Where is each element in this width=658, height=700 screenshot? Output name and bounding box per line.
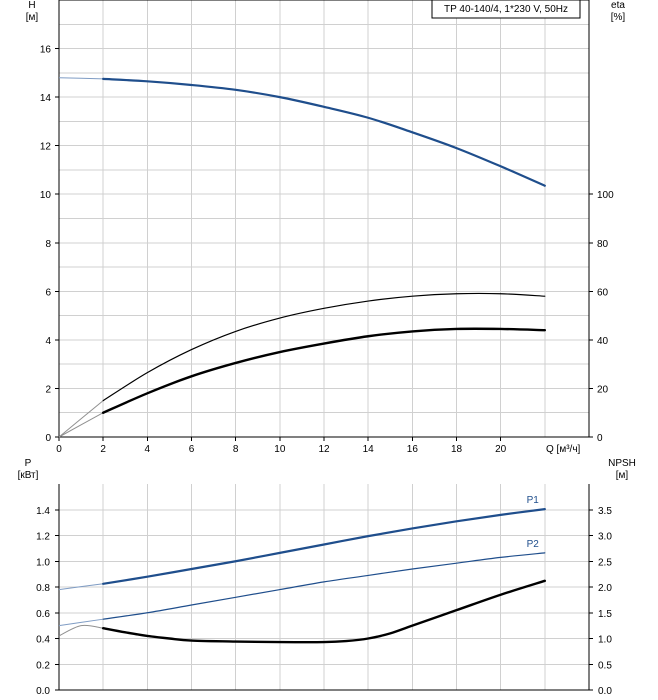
top-series-0-line: [102, 77, 546, 187]
top-series-1-extrapolation: [58, 400, 104, 438]
bottom-y-left-tick-label: 0.8: [36, 583, 50, 594]
bottom-y-right-tick-label: 0.0: [598, 686, 612, 697]
top-y-right-tick-label: 40: [597, 336, 609, 347]
top-x-axis-label: Q [м³/ч]: [546, 444, 581, 455]
top-y-right-tick-label: 60: [597, 287, 609, 298]
bottom-y-left-tick-label: 0.0: [36, 686, 50, 697]
bottom-series-1-line: [102, 552, 546, 620]
bottom-y-left-tick-label: 1.0: [36, 557, 50, 568]
top-y-left-tick-label: 16: [40, 45, 52, 56]
top-y-left-tick-label: 2: [45, 384, 51, 395]
top-y-left-tick-label: 14: [40, 93, 52, 104]
top-x-tick-label: 20: [495, 444, 507, 455]
top-y-left-tick-label: 8: [45, 239, 51, 250]
bottom-grid: [58, 484, 589, 690]
top-y-left-label: H [м]: [26, 0, 39, 23]
top-y-right-tick-label: 0: [597, 433, 603, 444]
bottom-y-right-tick-label: 2.0: [598, 583, 612, 594]
bottom-series-1-label: P2: [527, 539, 540, 550]
bottom-series-0-extrapolation: [58, 583, 104, 591]
bottom-y-right-tick-label: 1.0: [598, 635, 612, 646]
bottom-series-0-label: P1: [527, 495, 540, 506]
top-series-2-extrapolation: [58, 412, 104, 438]
bottom-y-right-tick-label: 1.5: [598, 609, 612, 620]
top-x-tick-label: 8: [233, 444, 239, 455]
top-x-tick-label: 4: [145, 444, 151, 455]
top-panel: 0 2 4 6 8 10 12 14 16 0 20 40 60 80 100 0 2 4 6 8 10 12 14 16…: [26, 0, 626, 455]
top-y-right-tick-label: 100: [597, 190, 614, 201]
top-x-tick-label: 2: [100, 444, 106, 455]
top-x-tick-label: 6: [189, 444, 195, 455]
top-x-tick-label: 10: [274, 444, 286, 455]
top-y-left-tick-label: 4: [45, 336, 51, 347]
bottom-y-right-tick-label: 3.0: [598, 532, 612, 543]
top-y-right-ticks: 0 20 40 60 80 100: [589, 190, 614, 444]
top-series-2-line: [101, 327, 547, 414]
bottom-y-right-label: NPSH [м]: [608, 458, 636, 481]
bottom-y-left-tick-label: 0.2: [36, 660, 50, 671]
top-y-left-tick-label: 10: [40, 190, 52, 201]
top-y-left-ticks: 0 2 4 6 8 10 12 14 16: [40, 45, 59, 444]
bottom-y-right-tick-label: 2.5: [598, 557, 612, 568]
top-x-tick-label: 18: [451, 444, 463, 455]
top-x-tick-label: 16: [407, 444, 419, 455]
bottom-series-0-line: [102, 508, 546, 585]
top-y-right-tick-label: 20: [597, 384, 609, 395]
top-y-left-tick-label: 12: [40, 142, 52, 153]
bottom-y-left-tick-label: 0.4: [36, 635, 50, 646]
top-grid: [58, 0, 589, 438]
bottom-y-left-tick-label: 1.2: [36, 532, 50, 543]
top-x-tick-label: 0: [56, 444, 62, 455]
top-series-1-line: [102, 292, 546, 402]
bottom-panel: 0.0 0.2 0.4 0.6 0.8 1.0 1.2 1.4 0.0 0.5 1.0 1.5 2.0…: [18, 458, 636, 697]
top-x-tick-label: 14: [363, 444, 375, 455]
top-y-left-tick-label: 0: [45, 433, 51, 444]
bottom-y-left-tick-label: 0.6: [36, 609, 50, 620]
bottom-series-2-line: [101, 579, 547, 644]
bottom-y-right-tick-label: 3.5: [598, 506, 612, 517]
bottom-y-left-tick-label: 1.4: [36, 506, 50, 517]
top-x-tick-label: 12: [318, 444, 330, 455]
bottom-y-left-label: P [кВт]: [18, 458, 39, 481]
top-x-ticks: 0 2 4 6 8 10 12 14 16 18 20: [56, 437, 507, 455]
bottom-series: P1 P2: [58, 495, 547, 644]
bottom-series-2-extrapolation: [58, 624, 104, 637]
legend-box: TP 40-140/4, 1*230 V, 50Hz: [431, 0, 581, 19]
top-y-right-label: eta [%]: [611, 0, 626, 23]
bottom-y-right-tick-label: 0.5: [598, 660, 612, 671]
bottom-y-right-ticks: 0.0 0.5 1.0 1.5 2.0 2.5 3.0 3.5: [589, 506, 612, 697]
legend-box-text: TP 40-140/4, 1*230 V, 50Hz: [444, 4, 568, 15]
bottom-series-1-extrapolation: [58, 618, 104, 627]
bottom-y-left-ticks: 0.0 0.2 0.4 0.6 0.8 1.0 1.2 1.4: [36, 506, 59, 697]
top-y-right-tick-label: 80: [597, 239, 609, 250]
top-y-left-tick-label: 6: [45, 287, 51, 298]
top-series-0-extrapolation: [58, 77, 104, 80]
top-series: [58, 77, 547, 438]
